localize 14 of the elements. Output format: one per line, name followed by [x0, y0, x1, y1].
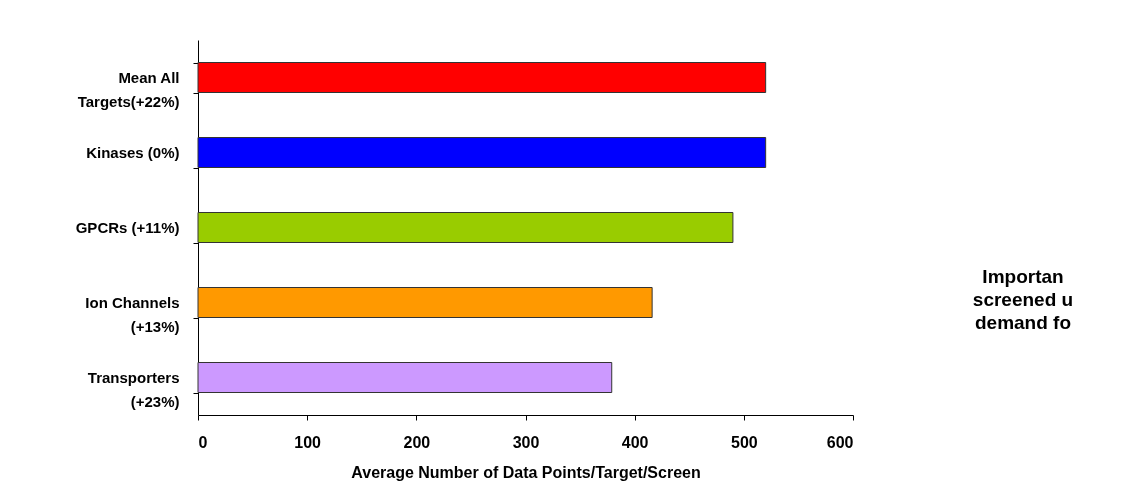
x-tick-label: 0 [198, 433, 208, 451]
x-tick-label: 600 [826, 433, 854, 451]
y-tick-label: Mean All Targets(+22%) [77, 69, 180, 110]
x-axis-title: Average Number of Data Points/Target/Screen [351, 463, 701, 481]
y-tick-label: GPCRs (+11%) [75, 219, 180, 236]
x-tick-label: 400 [621, 433, 649, 451]
x-tick-label: 500 [730, 433, 758, 451]
text: Importan screened u demand fo [972, 266, 1074, 333]
y-tick-label: Kinases (0%) [86, 144, 180, 161]
x-tick-label: 100 [294, 433, 322, 451]
y-tick-label: Transporters (+23%) [87, 369, 180, 410]
y-tick-label: Ion Channels (+13%) [85, 294, 180, 335]
x-tick-label: 300 [512, 433, 540, 451]
x-tick-label: 200 [403, 433, 431, 451]
